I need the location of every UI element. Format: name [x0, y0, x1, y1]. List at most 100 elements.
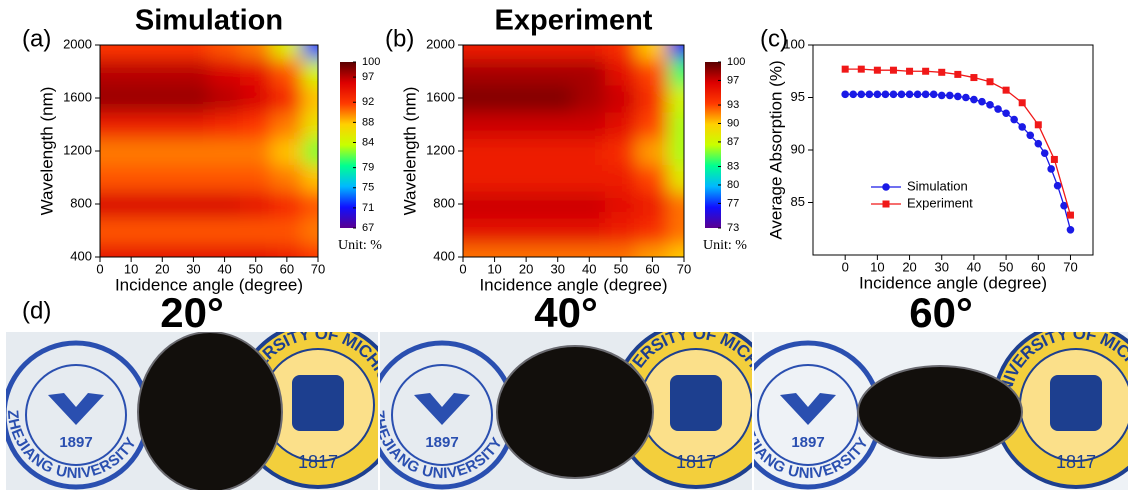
heatmap-cell [542, 164, 575, 192]
heatmap-cell [209, 111, 241, 139]
y-tick-label: 800 [70, 195, 92, 210]
x-tick-label: 70 [1063, 259, 1077, 274]
data-point [946, 92, 954, 100]
heatmap-cell [605, 164, 638, 192]
data-point [849, 91, 857, 99]
heatmap-cell [431, 164, 479, 192]
legend-label: Simulation [907, 178, 968, 193]
heatmap-cell [271, 217, 303, 245]
heatmap-cell [116, 58, 148, 86]
heatmap-cell [510, 138, 543, 166]
x-tick-label: 0 [842, 259, 849, 274]
heatmap-cell [178, 191, 210, 219]
heatmap-cell [574, 58, 607, 86]
logo-shield [292, 375, 344, 431]
x-tick-label: 60 [645, 261, 659, 276]
x-tick-label: 20 [155, 261, 169, 276]
logo-shield [670, 375, 722, 431]
data-point [1034, 140, 1042, 148]
heatmap-cell [479, 164, 512, 192]
heatmap-cell [116, 217, 148, 245]
heatmap-cell [605, 85, 638, 113]
heatmap-cell [605, 111, 638, 139]
heatmap-cell [574, 85, 607, 113]
data-point [857, 91, 865, 99]
panel-label: (a) [22, 25, 51, 52]
data-point [978, 98, 986, 106]
heatmap-cell [574, 191, 607, 219]
angle-label: 60° [909, 289, 973, 336]
legend-marker [882, 183, 890, 191]
data-point [906, 91, 914, 99]
heatmap-cell [542, 58, 575, 86]
heatmap-cell [510, 58, 543, 86]
x-tick-label: 30 [550, 261, 564, 276]
data-point [954, 93, 962, 101]
heatmap-cell [271, 58, 303, 86]
heatmap-cell [542, 138, 575, 166]
y-tick-label: 1200 [426, 142, 455, 157]
data-point [930, 91, 938, 99]
x-tick-label: 20 [902, 259, 916, 274]
heatmap-cell [147, 191, 179, 219]
heatmap-cell [605, 191, 638, 219]
colorbar-tick-label: 77 [727, 197, 739, 209]
data-point [890, 67, 897, 74]
heatmap-cell [605, 58, 638, 86]
x-tick-label: 50 [614, 261, 628, 276]
heatmap-cell [605, 217, 638, 245]
data-point [842, 66, 849, 73]
data-point [1067, 226, 1075, 234]
heatmap-cell [479, 85, 512, 113]
angle-label: 40° [534, 289, 598, 336]
y-tick-label: 1200 [63, 142, 92, 157]
angle-label: 20° [160, 289, 224, 336]
heatmap-cell [574, 217, 607, 245]
x-tick-label: 60 [280, 261, 294, 276]
heatmap-cell [637, 164, 670, 192]
data-point [866, 91, 874, 99]
logo-year: 1897 [425, 434, 458, 451]
heatmap-cell [431, 217, 479, 245]
data-point [1019, 99, 1026, 106]
heatmap-cell [178, 111, 210, 139]
legend-label: Experiment [907, 195, 973, 210]
heatmap-cell [178, 58, 210, 86]
wafer [497, 346, 653, 478]
heatmap-cell [147, 164, 179, 192]
y-tick-label: 400 [433, 248, 455, 263]
colorbar-tick-label: 79 [362, 162, 374, 174]
heatmap-cells [69, 19, 350, 285]
x-tick-label: 20 [519, 261, 533, 276]
heatmap-cell [69, 111, 117, 139]
heatmap-cell [147, 58, 179, 86]
colorbar-tick-label: 97 [727, 74, 739, 86]
x-tick-label: 10 [487, 261, 501, 276]
data-point [994, 105, 1002, 113]
heatmap-cell [116, 138, 148, 166]
heatmap-cell [574, 138, 607, 166]
colorbar-label: Unit: % [338, 238, 382, 253]
heatmap-cell [574, 111, 607, 139]
heatmap-cell [240, 138, 272, 166]
heatmap-cell [209, 58, 241, 86]
data-point [986, 101, 994, 109]
heatmap-cell [637, 85, 670, 113]
data-point [1003, 87, 1010, 94]
data-point [1026, 132, 1034, 140]
data-point [1041, 149, 1049, 157]
wafer [858, 366, 1022, 458]
heatmap-cell [431, 58, 479, 86]
heatmap-cell [479, 58, 512, 86]
heatmap-cell [668, 19, 716, 60]
colorbar-tick-label: 75 [362, 182, 374, 194]
colorbar-tick-label: 97 [362, 71, 374, 83]
data-point [1054, 182, 1062, 190]
heatmap-cell [178, 138, 210, 166]
y-tick-label: 1600 [63, 89, 92, 104]
heatmap-cell [209, 85, 241, 113]
x-tick-label: 70 [677, 261, 691, 276]
y-tick-label: 800 [433, 195, 455, 210]
data-point [841, 91, 849, 99]
